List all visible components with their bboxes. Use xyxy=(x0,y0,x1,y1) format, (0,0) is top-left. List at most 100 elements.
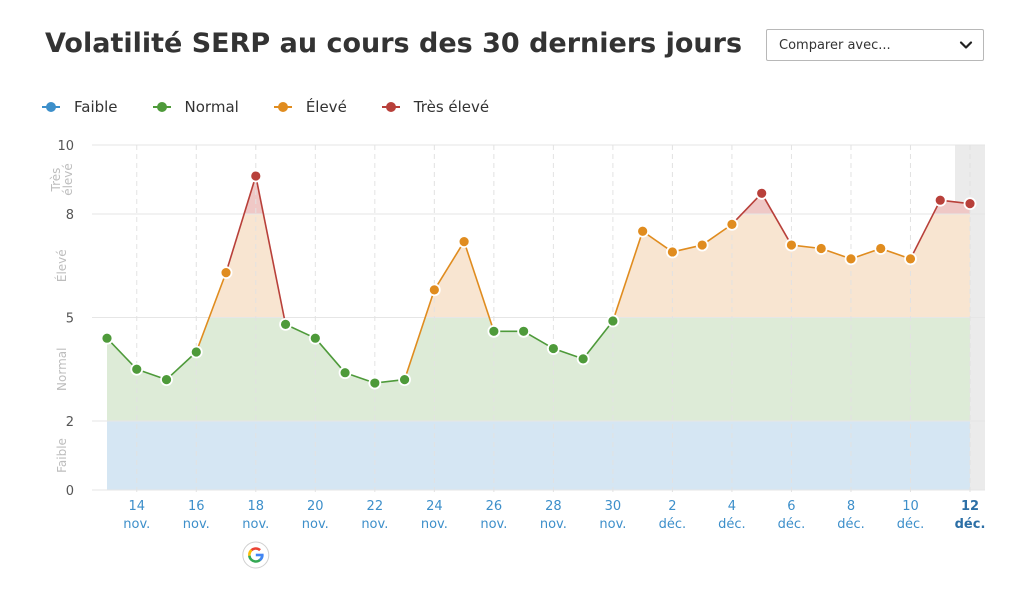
series-line-segment xyxy=(225,175,257,273)
x-tick-month: nov. xyxy=(599,517,626,532)
x-tick-day: 28 xyxy=(545,499,562,514)
x-tick-day: 12 xyxy=(961,499,979,514)
data-point xyxy=(546,342,560,355)
series-line-segment xyxy=(255,175,287,325)
data-point xyxy=(576,352,590,366)
series-line-segment xyxy=(612,230,644,322)
band-label-text: Très xyxy=(49,168,63,193)
x-tick-day: 2 xyxy=(668,499,676,514)
x-tick-month: déc. xyxy=(659,517,687,532)
band-label-eleve: Élevé xyxy=(54,249,69,282)
x-tick-day: 4 xyxy=(728,499,736,514)
google-icon-arc xyxy=(258,554,264,562)
chart-legend: Faible Normal Élevé Très élevé xyxy=(42,96,524,118)
x-tick-day: 30 xyxy=(605,499,622,514)
x-tick-day: 14 xyxy=(128,499,145,514)
series-line-segment xyxy=(760,192,793,246)
data-point xyxy=(130,362,144,376)
legend-marker-tres-eleve xyxy=(381,101,400,113)
x-tick-day: 18 xyxy=(248,499,265,514)
data-point xyxy=(874,242,888,255)
legend-label-faible: Faible xyxy=(74,98,118,116)
compare-dropdown-label: Comparer avec... xyxy=(779,37,891,53)
data-point xyxy=(666,245,679,259)
compare-dropdown[interactable]: Comparer avec... xyxy=(766,29,984,61)
series-line-segment xyxy=(582,320,614,360)
x-tick-month: nov. xyxy=(540,517,567,532)
data-point xyxy=(368,376,382,390)
x-tick-day: 10 xyxy=(902,499,919,514)
band-area-faible xyxy=(107,421,970,490)
series-line-segment xyxy=(463,241,495,332)
legend-label-tres-eleve: Très élevé xyxy=(413,98,490,116)
legend-marker-faible xyxy=(42,101,60,113)
data-point xyxy=(963,197,977,211)
x-tick-day: 20 xyxy=(307,499,324,514)
google-icon[interactable] xyxy=(242,541,270,569)
data-point xyxy=(100,331,114,345)
google-icon-arc xyxy=(250,547,261,552)
x-tick-day: 16 xyxy=(188,499,205,514)
x-tick-month: nov. xyxy=(183,517,210,532)
data-point xyxy=(814,242,828,255)
data-point xyxy=(219,266,233,280)
data-point xyxy=(517,324,531,338)
x-tick-month: nov. xyxy=(123,517,150,532)
legend-item-tres-eleve[interactable]: Très élevé xyxy=(381,98,490,116)
google-icon-arc xyxy=(248,549,253,555)
y-tick-label: 5 xyxy=(66,312,74,327)
x-tick-month: déc. xyxy=(955,517,986,532)
data-point xyxy=(427,283,441,297)
data-point xyxy=(487,324,501,338)
legend-item-faible[interactable]: Faible xyxy=(42,98,118,116)
series-line-segment xyxy=(314,337,346,374)
legend-label-eleve: Élevé xyxy=(305,98,347,116)
data-point xyxy=(636,224,650,238)
x-tick-month: déc. xyxy=(897,517,925,532)
band-label-text: Normal xyxy=(55,348,69,391)
legend-item-normal[interactable]: Normal xyxy=(152,98,239,116)
data-point xyxy=(308,331,322,345)
band-label-normal: Normal xyxy=(55,348,69,391)
data-point xyxy=(457,235,471,249)
data-point xyxy=(755,186,769,200)
data-point xyxy=(725,217,739,231)
series-line-segment xyxy=(106,337,138,370)
x-tick-day: 22 xyxy=(367,499,384,514)
x-tick-day: 8 xyxy=(847,499,855,514)
page-title: Volatilité SERP au cours des 30 derniers… xyxy=(45,28,743,59)
series-line-segment xyxy=(909,199,941,260)
legend-marker-normal xyxy=(152,101,171,113)
x-tick-month: nov. xyxy=(242,517,269,532)
band-label-text: Élevé xyxy=(54,249,69,282)
x-tick-month: déc. xyxy=(837,517,865,532)
data-point xyxy=(695,238,709,252)
series-line-segment xyxy=(433,241,465,291)
data-point xyxy=(249,169,263,183)
data-point xyxy=(933,193,947,207)
legend-item-eleve[interactable]: Élevé xyxy=(273,98,347,116)
x-tick-month: déc. xyxy=(718,517,746,532)
chevron-down-icon xyxy=(959,38,973,52)
data-point xyxy=(279,317,292,331)
data-point xyxy=(160,373,173,387)
data-point xyxy=(785,238,798,252)
y-tick-label: 0 xyxy=(66,484,74,499)
data-point xyxy=(606,314,620,328)
x-tick-month: nov. xyxy=(480,517,507,532)
band-label-faible: Faible xyxy=(55,438,69,473)
x-tick-day: 6 xyxy=(787,499,795,514)
legend-label-normal: Normal xyxy=(184,98,239,116)
band-area-eleve xyxy=(107,214,970,318)
data-point xyxy=(398,373,411,387)
band-area-tres-eleve xyxy=(107,176,970,214)
y-tick-label: 8 xyxy=(66,208,74,223)
band-label-text: élevé xyxy=(61,163,75,196)
x-tick-month: nov. xyxy=(361,517,388,532)
google-icon-badge xyxy=(242,541,270,569)
y-tick-label: 10 xyxy=(57,139,74,154)
data-point xyxy=(904,252,917,266)
data-point xyxy=(189,345,203,359)
